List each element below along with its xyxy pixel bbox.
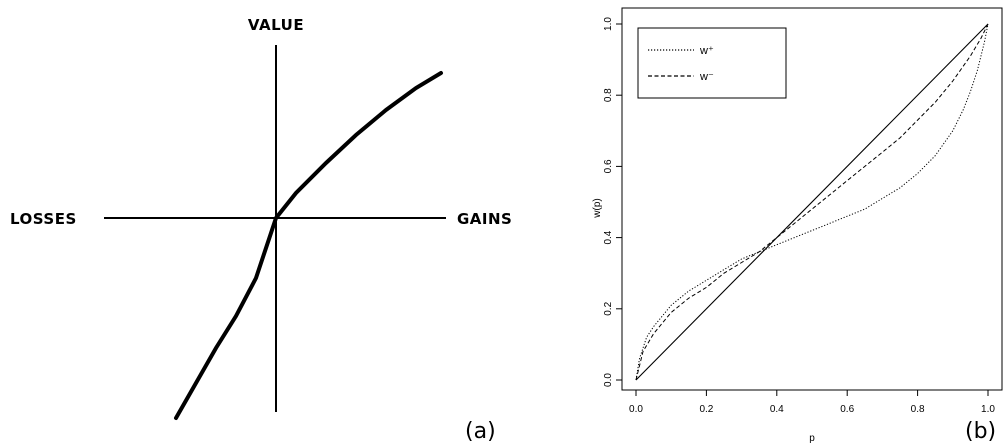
y-tick-label: 0.8 — [603, 88, 614, 102]
x-axis-label: p — [809, 433, 815, 444]
gains-label: GAINS — [457, 210, 512, 228]
legend-label-w-plus: w⁺ — [699, 45, 714, 57]
x-axis-ticks: 0.0 0.2 0.4 0.6 0.8 1.0 — [629, 390, 995, 415]
x-tick-label: 0.0 — [629, 404, 643, 415]
w-plus-curve — [635, 23, 989, 381]
x-tick-label: 0.6 — [840, 404, 854, 415]
value-curve — [174, 71, 443, 420]
panel-b-tag: (b) — [965, 419, 996, 444]
value-function-panel: VALUE LOSSES GAINS (a) — [10, 16, 512, 444]
y-tick-label: 0.0 — [603, 373, 614, 387]
x-tick-label: 0.4 — [770, 404, 784, 415]
x-tick-label: 0.2 — [699, 404, 713, 415]
w-minus-curve — [635, 23, 989, 381]
legend-label-w-minus: w⁻ — [699, 71, 714, 83]
value-axis-label: VALUE — [248, 16, 304, 34]
identity-line — [635, 23, 989, 381]
y-tick-label: 0.4 — [603, 230, 614, 244]
legend: w⁺ w⁻ — [637, 27, 787, 99]
y-axis-label: w(p) — [592, 198, 603, 218]
weighting-function-panel: 0.0 0.2 0.4 0.6 0.8 1.0 0.00.20.40.60.81.0 p … — [592, 7, 1003, 444]
x-tick-label: 1.0 — [981, 404, 995, 415]
y-tick-label: 0.2 — [603, 301, 614, 315]
panel-a-tag: (a) — [465, 419, 496, 444]
y-axis-ticks: 0.0 0.2 0.4 0.6 0.8 1.0 — [603, 17, 622, 387]
y-tick-label: 0.6 — [603, 159, 614, 173]
plot-frame — [621, 7, 1003, 391]
y-tick-label: 1.0 — [603, 17, 614, 31]
losses-label: LOSSES — [10, 210, 77, 228]
legend-box — [637, 27, 787, 99]
x-tick-label: 0.8 — [911, 404, 925, 415]
